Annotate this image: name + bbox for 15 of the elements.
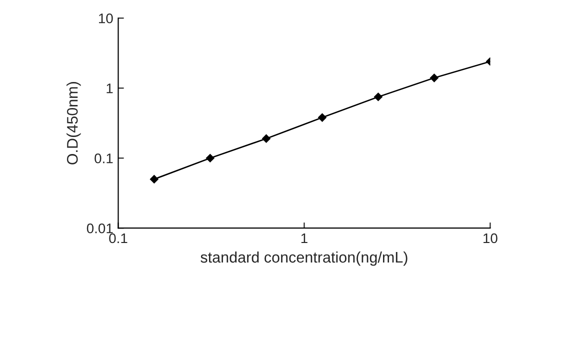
point [430, 74, 438, 82]
point [150, 175, 158, 184]
y-tick-label: 10 [98, 13, 113, 24]
point [374, 92, 382, 101]
x-tick-label: 0.1 [109, 233, 128, 244]
point [318, 113, 326, 122]
x-axis-title: standard concentration(ng/mL) [200, 251, 408, 266]
point [262, 134, 270, 143]
x-tick-label: 10 [484, 233, 498, 244]
point [206, 154, 214, 162]
x-tick-label: 1 [301, 233, 308, 244]
y-tick-label: 0.01 [86, 223, 113, 234]
y-tick-label: 1 [106, 84, 113, 94]
y-tick-label: 0.1 [94, 153, 113, 164]
y-axis-title: O.D(450nm) [66, 82, 81, 164]
